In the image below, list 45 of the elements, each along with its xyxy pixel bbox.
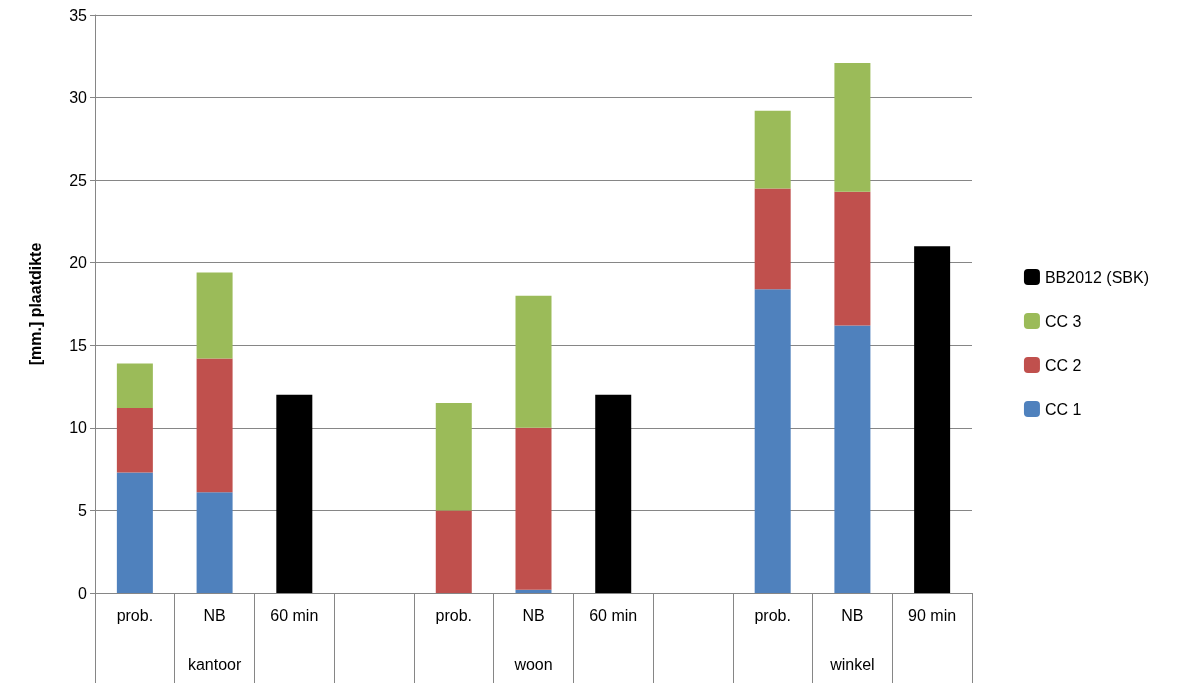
x-tick-label: prob. <box>435 606 473 624</box>
bar <box>834 62 871 192</box>
bar <box>116 472 153 593</box>
bar <box>515 589 552 593</box>
x-tick-label: 90 min <box>908 606 957 624</box>
y-tick-label: 25 <box>69 171 88 189</box>
bar <box>435 510 472 593</box>
y-tick-label: 35 <box>69 6 88 24</box>
y-tick-label: 20 <box>69 254 88 272</box>
bar <box>116 363 153 409</box>
bar <box>435 403 472 511</box>
x-tick-label: NB <box>522 606 545 624</box>
x-tick-label: prob. <box>116 606 154 624</box>
x-tick-label: NB <box>841 606 864 624</box>
legend-label: CC 1 <box>1044 400 1082 418</box>
legend-label: CC 3 <box>1044 312 1082 330</box>
legend-label: BB2012 (SBK) <box>1044 268 1150 286</box>
bar <box>754 110 791 189</box>
bar <box>196 272 233 359</box>
y-tick-label: 30 <box>69 89 88 107</box>
bar <box>196 358 233 493</box>
text: kantoor <box>187 655 242 673</box>
text: woon <box>513 655 553 673</box>
text: winkel <box>829 655 875 673</box>
y-tick-label: 15 <box>69 336 88 354</box>
y-tick-label: 0 <box>78 584 88 602</box>
bar <box>276 394 313 593</box>
x-tick-label: 60 min <box>589 606 638 624</box>
bar <box>515 427 552 590</box>
y-tick-label: 5 <box>78 501 88 519</box>
x-tick-label: prob. <box>754 606 791 624</box>
bar <box>595 394 632 593</box>
bar <box>834 325 871 593</box>
y-tick-label: 10 <box>69 419 88 437</box>
bar <box>196 492 233 593</box>
legend-label: CC 2 <box>1044 356 1082 374</box>
bar <box>754 188 791 290</box>
bar <box>116 408 153 473</box>
bar <box>914 246 951 593</box>
bar <box>834 191 871 326</box>
bar <box>754 289 791 593</box>
x-tick-label: NB <box>203 606 226 624</box>
y-axis-title: [mm.] plaatdikte <box>26 242 44 366</box>
x-tick-label: 60 min <box>270 606 319 624</box>
bar <box>515 295 552 428</box>
